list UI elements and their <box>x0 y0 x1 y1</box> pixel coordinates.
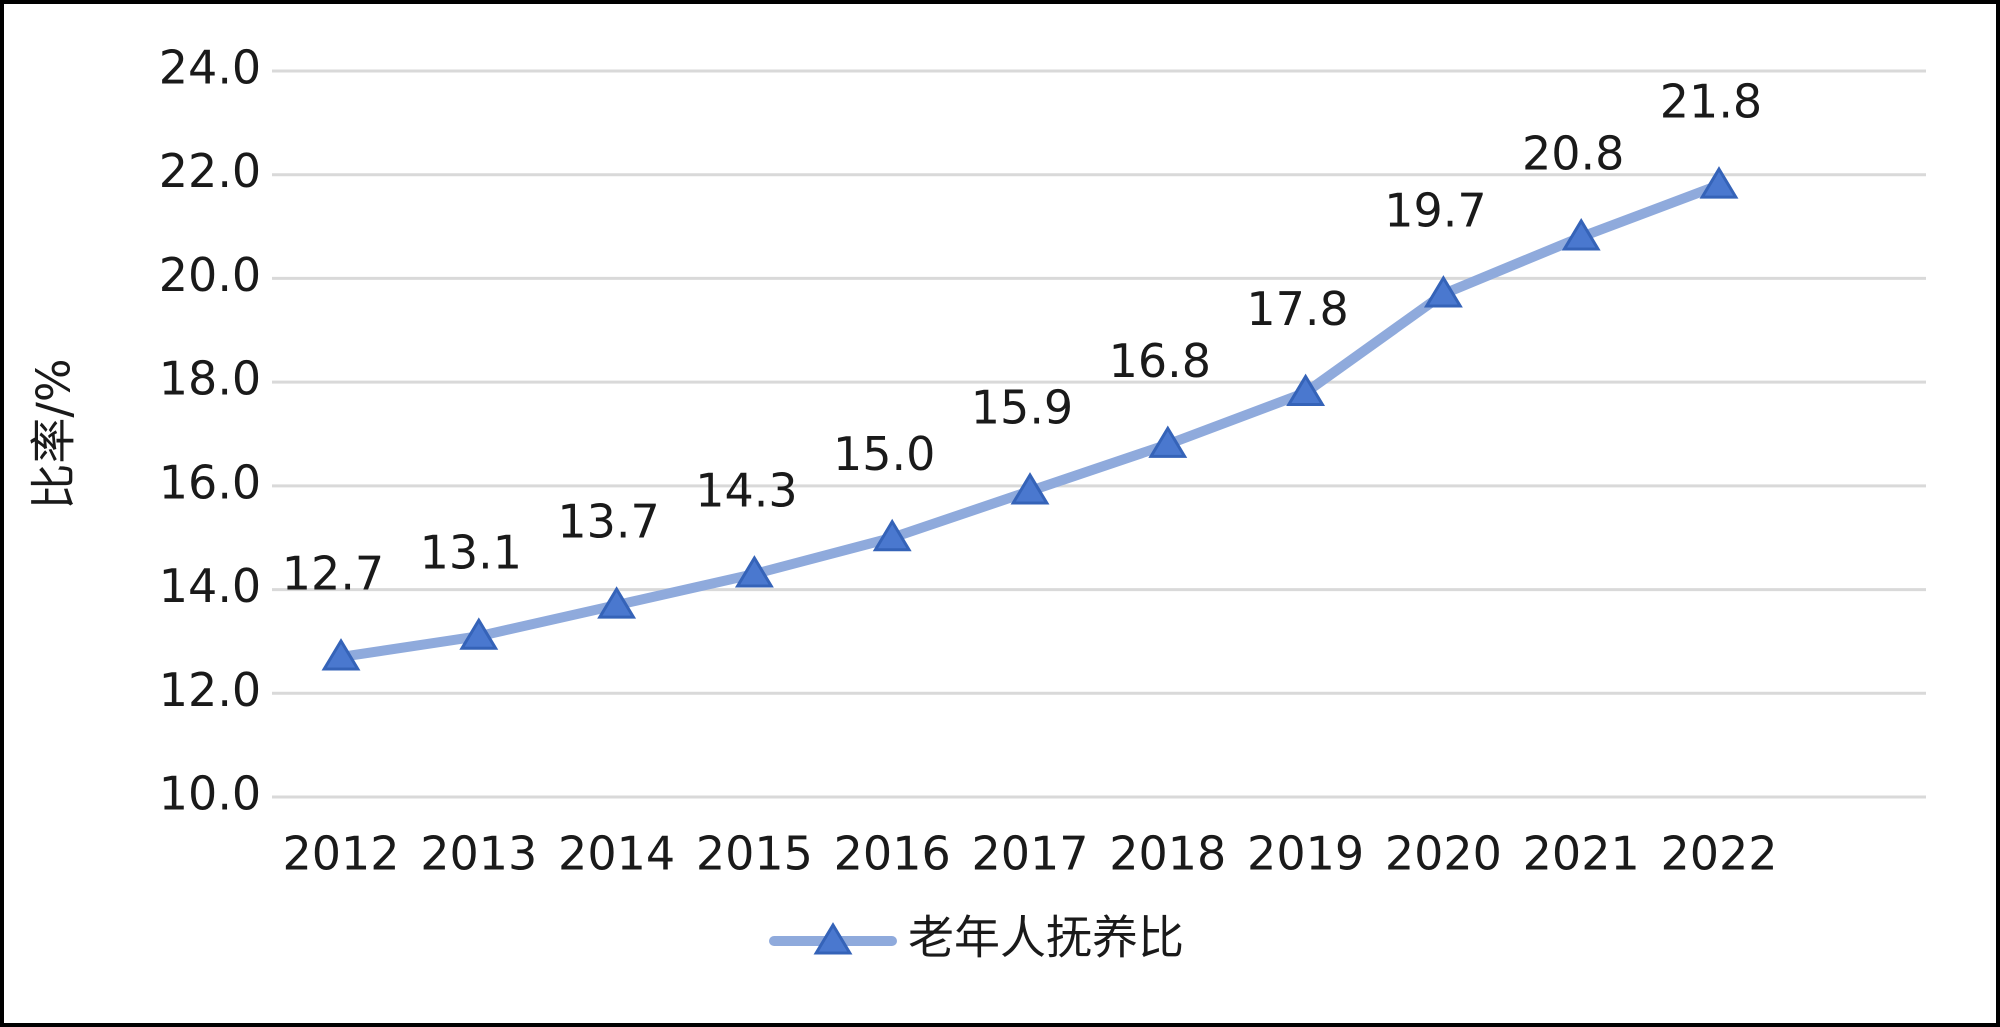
marker <box>1423 275 1463 308</box>
marker <box>872 518 912 552</box>
x-tick-label: 2013 <box>420 827 537 881</box>
y-tick-label: 16.0 <box>159 455 261 509</box>
y-tick-label: 20.0 <box>159 248 261 302</box>
marker <box>1286 373 1326 407</box>
data-label: 13.7 <box>557 495 659 549</box>
x-tick-label: 2012 <box>282 827 399 881</box>
x-tick-label: 2018 <box>1109 827 1226 881</box>
y-tick-label: 14.0 <box>159 559 261 613</box>
data-label: 21.8 <box>1660 75 1762 129</box>
x-tick-label: 2021 <box>1523 827 1640 881</box>
x-tick-label: 2016 <box>834 827 951 881</box>
legend-label: 老年人抚养比 <box>908 911 1184 965</box>
data-label: 15.0 <box>833 427 935 481</box>
y-tick-label: 10.0 <box>159 767 261 821</box>
data-label: 19.7 <box>1384 183 1486 237</box>
marker <box>1148 425 1188 458</box>
x-tick-label: 2015 <box>696 827 813 881</box>
x-tick-label: 2017 <box>971 827 1088 881</box>
marker <box>459 617 499 650</box>
data-label: 12.7 <box>282 546 384 600</box>
y-axis-label: 比率/% <box>27 358 81 509</box>
marker <box>1561 218 1601 251</box>
data-label: 13.1 <box>420 526 522 580</box>
marker <box>1699 166 1739 199</box>
x-tick-label: 2020 <box>1385 827 1502 881</box>
marker <box>734 555 774 588</box>
x-tick-label: 2019 <box>1247 827 1364 881</box>
data-label: 16.8 <box>1109 334 1211 388</box>
data-label: 17.8 <box>1246 282 1348 336</box>
data-label: 20.8 <box>1522 126 1624 180</box>
y-tick-label: 22.0 <box>159 144 261 198</box>
marker <box>597 586 637 619</box>
marker <box>1010 472 1050 505</box>
x-tick-label: 2022 <box>1660 827 1777 881</box>
x-tick-label: 2014 <box>558 827 675 881</box>
legend-marker <box>813 922 853 955</box>
y-tick-label: 24.0 <box>159 41 261 95</box>
marker <box>321 638 361 671</box>
data-label: 15.9 <box>971 381 1073 435</box>
y-tick-label: 12.0 <box>159 663 261 717</box>
y-tick-label: 18.0 <box>159 352 261 406</box>
data-label: 14.3 <box>695 464 797 518</box>
